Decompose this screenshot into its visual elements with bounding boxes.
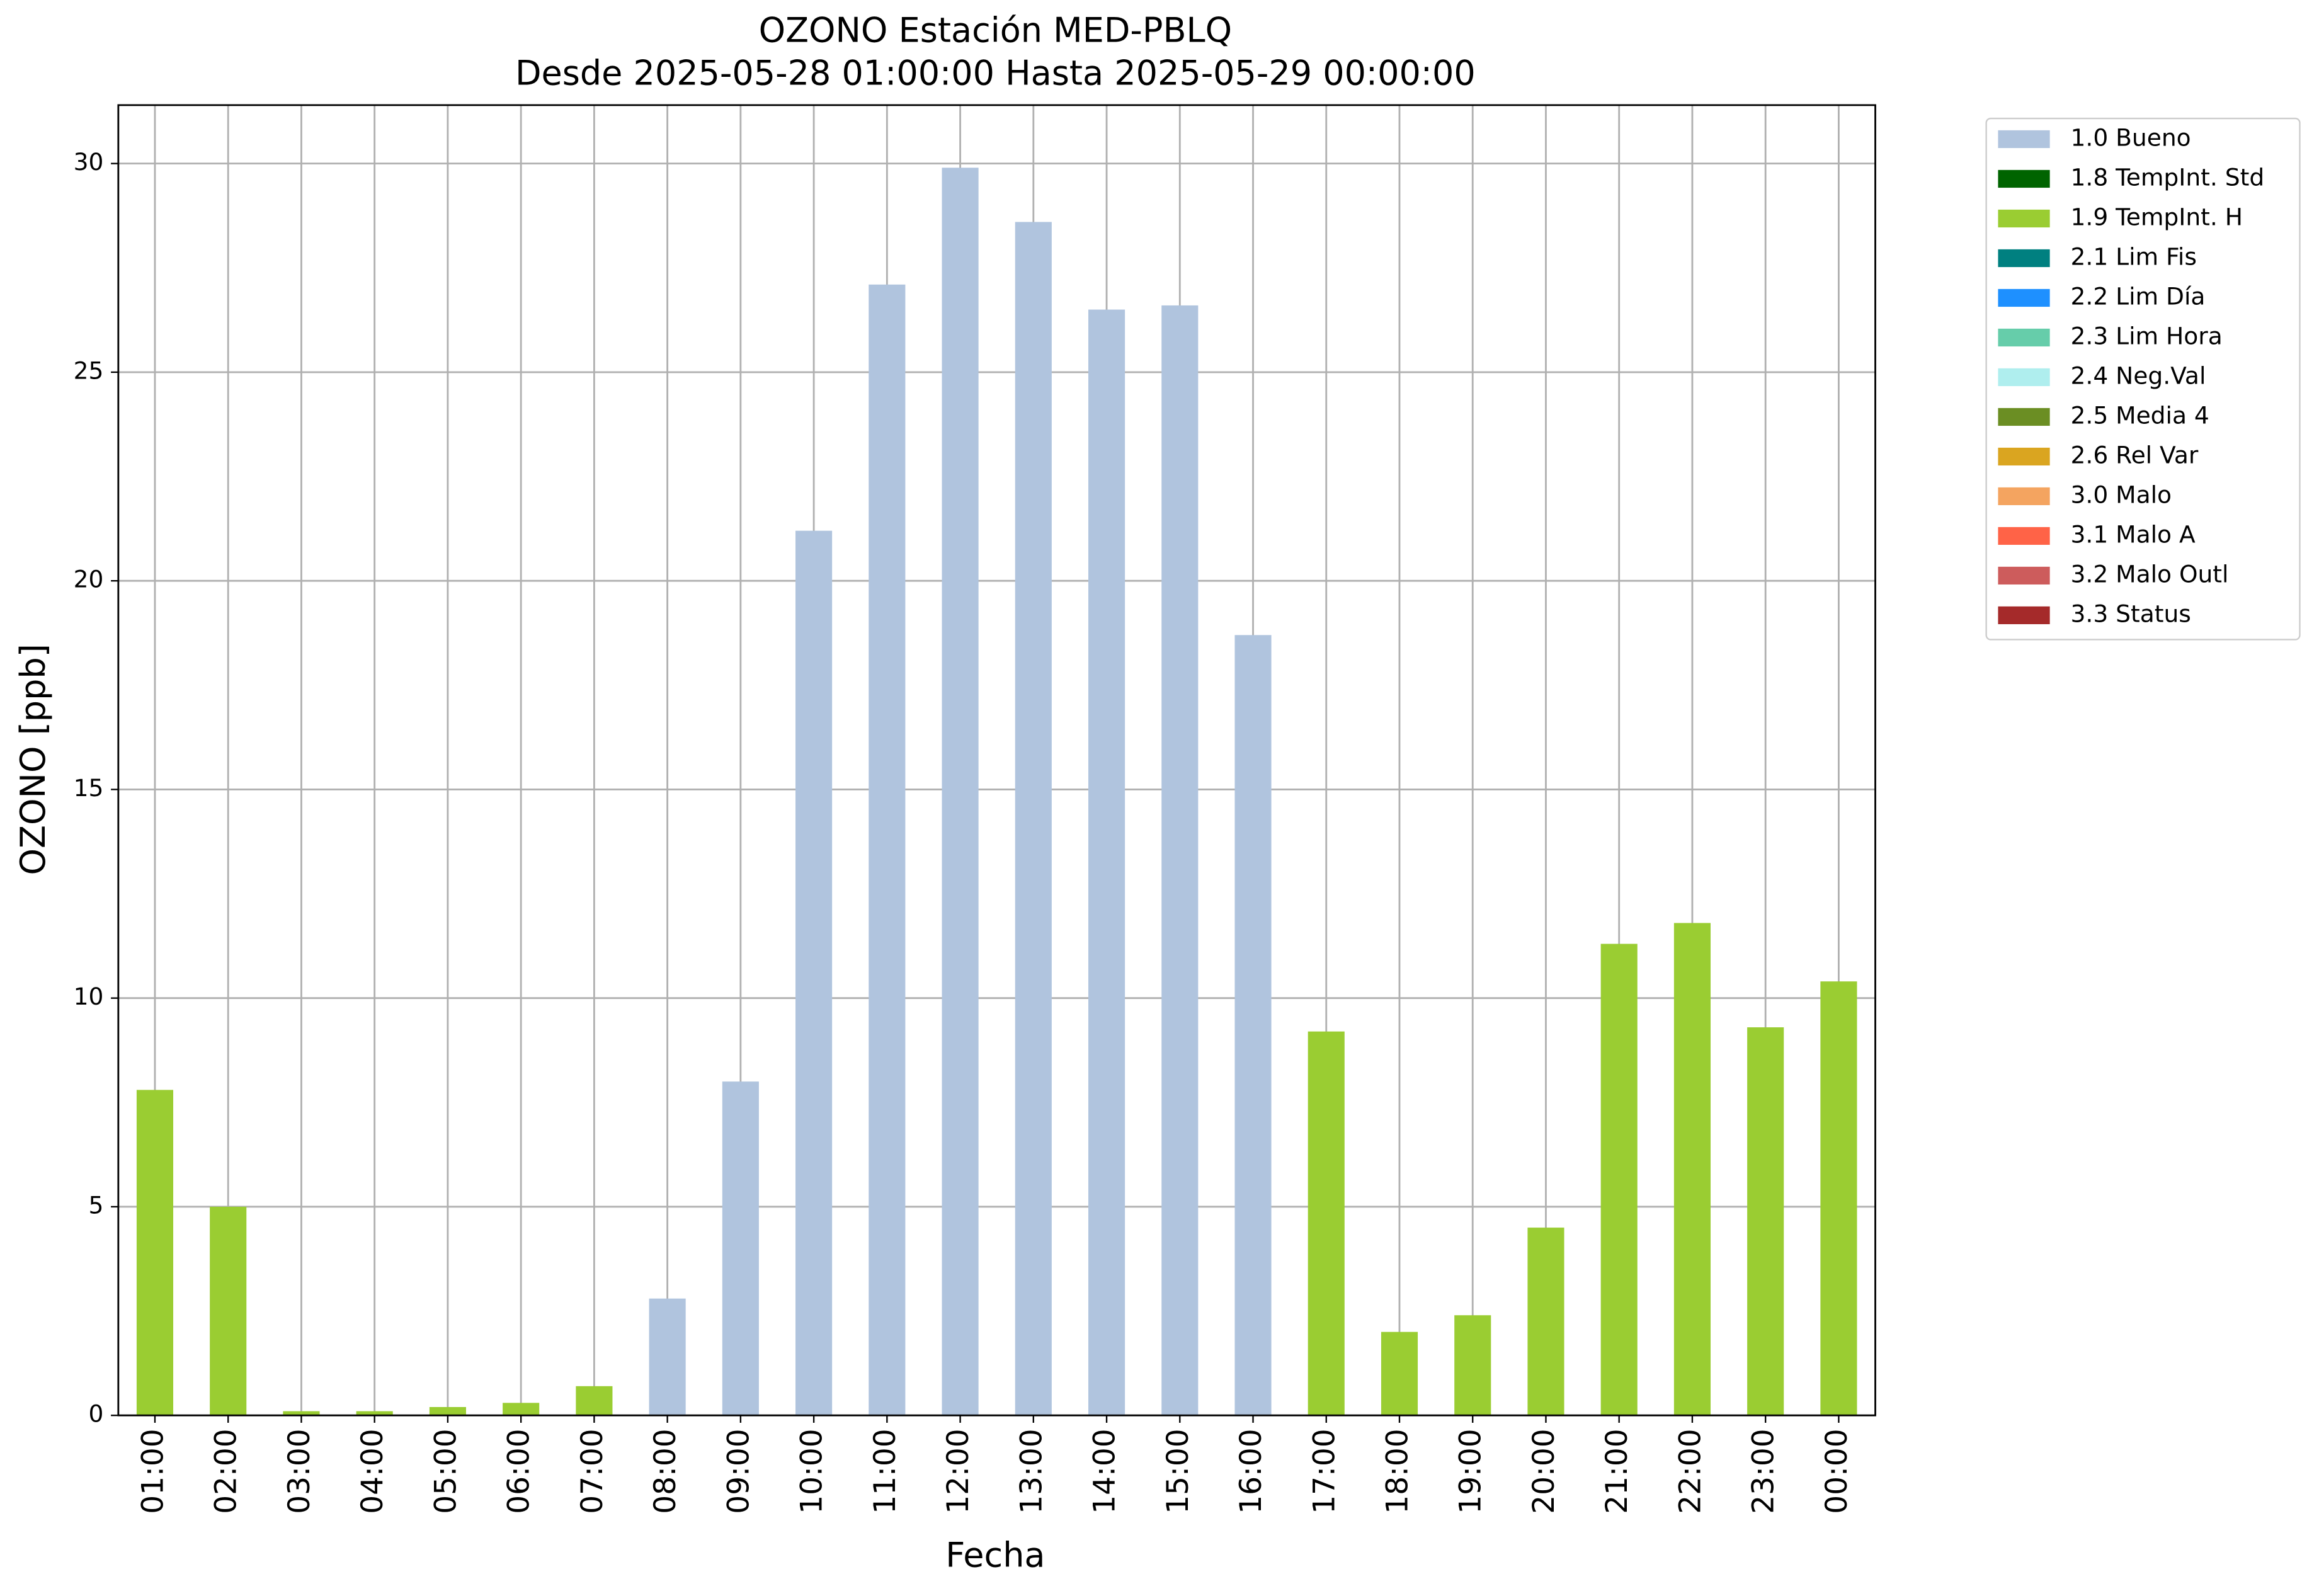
bar <box>1747 1027 1784 1416</box>
y-tick-label: 10 <box>74 983 104 1010</box>
legend-label: 3.3 Status <box>2071 600 2191 627</box>
y-tick-label: 5 <box>88 1191 103 1219</box>
bar <box>1015 222 1052 1416</box>
x-tick-label: 18:00 <box>1381 1428 1415 1513</box>
x-tick-label: 10:00 <box>795 1428 829 1513</box>
bar <box>1381 1331 1418 1416</box>
bar <box>1454 1315 1491 1416</box>
bar <box>576 1386 613 1416</box>
legend-swatch <box>1998 288 2050 307</box>
bar <box>1673 923 1711 1416</box>
x-tick-label: 19:00 <box>1454 1428 1488 1513</box>
x-tick-label: 08:00 <box>648 1428 683 1513</box>
legend-swatch <box>1998 566 2050 585</box>
y-tick-label: 15 <box>74 774 104 802</box>
bar <box>429 1406 466 1416</box>
plot-frame <box>117 104 1876 1416</box>
bar <box>210 1206 247 1416</box>
x-tick-label: 02:00 <box>209 1428 244 1513</box>
x-tick-label: 03:00 <box>282 1428 317 1513</box>
bar <box>1308 1031 1345 1416</box>
legend-swatch <box>1998 130 2050 149</box>
bar <box>1234 635 1272 1416</box>
x-tick-label: 23:00 <box>1746 1428 1781 1513</box>
chart-subtitle: Desde 2025-05-28 01:00:00 Hasta 2025-05-… <box>515 54 1476 93</box>
legend-label: 1.0 Bueno <box>2071 123 2191 151</box>
x-tick-label: 01:00 <box>135 1428 170 1513</box>
x-tick-label: 13:00 <box>1014 1428 1049 1513</box>
x-tick-label: 20:00 <box>1527 1428 1561 1513</box>
bar <box>942 168 979 1416</box>
bar <box>283 1411 320 1416</box>
legend-label: 2.6 Rel Var <box>2071 441 2199 469</box>
x-tick-label: 21:00 <box>1600 1428 1634 1513</box>
bar <box>1088 309 1125 1416</box>
bar <box>722 1081 759 1416</box>
y-tick-label: 20 <box>74 566 104 593</box>
x-tick-label: 11:00 <box>868 1428 903 1513</box>
legend-swatch <box>1998 447 2050 466</box>
legend-label: 3.2 Malo Outl <box>2071 560 2229 588</box>
x-tick-label: 16:00 <box>1234 1428 1268 1513</box>
legend-label: 1.9 TempInt. H <box>2071 203 2243 231</box>
y-tick-label: 30 <box>74 148 104 176</box>
legend-label: 2.3 Lim Hora <box>2071 322 2223 350</box>
legend-label: 3.1 Malo A <box>2071 520 2196 548</box>
legend-swatch <box>1998 408 2050 426</box>
x-tick-label: 14:00 <box>1088 1428 1122 1513</box>
legend-swatch <box>1998 368 2050 387</box>
legend-swatch <box>1998 169 2050 188</box>
bar <box>1600 943 1638 1416</box>
legend-label: 1.8 TempInt. Std <box>2071 163 2265 191</box>
bar <box>1161 305 1199 1416</box>
legend: 1.0 Bueno 1.8 TempInt. Std 1.9 TempInt. H 2… <box>1998 123 2264 627</box>
x-tick-label: 07:00 <box>575 1428 610 1513</box>
legend-swatch <box>1998 328 2050 347</box>
legend-label: 2.1 Lim Fis <box>2071 242 2197 270</box>
x-tick-label: 04:00 <box>355 1428 390 1513</box>
x-tick-label: 12:00 <box>941 1428 976 1513</box>
x-tick-label: 15:00 <box>1161 1428 1195 1513</box>
legend-swatch <box>1998 209 2050 228</box>
legend-swatch <box>1998 527 2050 545</box>
x-tick-label: 00:00 <box>1820 1428 1854 1513</box>
bar <box>1820 981 1857 1416</box>
y-tick-label: 0 <box>88 1400 103 1428</box>
y-axis-label: OZONO [ppb] <box>13 644 53 875</box>
legend-swatch <box>1998 249 2050 268</box>
chart-title: OZONO Estación MED-PBLQ <box>759 10 1233 50</box>
bar <box>869 284 906 1416</box>
x-tick-label: 17:00 <box>1307 1428 1342 1513</box>
bars <box>136 168 1857 1416</box>
bar <box>356 1411 393 1416</box>
bar <box>503 1403 540 1416</box>
bar <box>795 530 833 1416</box>
legend-label: 2.4 Neg.Val <box>2071 362 2206 389</box>
legend-label: 2.5 Media 4 <box>2071 401 2209 429</box>
legend-box <box>1985 117 2301 641</box>
x-tick-label: 22:00 <box>1673 1428 1707 1513</box>
legend-label: 3.0 Malo <box>2071 481 2172 508</box>
bar <box>136 1090 174 1416</box>
bar <box>649 1298 686 1416</box>
x-tick-label: 09:00 <box>721 1428 756 1513</box>
x-axis-label: Fecha <box>945 1536 1045 1575</box>
legend-swatch <box>1998 487 2050 506</box>
legend-swatch <box>1998 606 2050 625</box>
legend-label: 2.2 Lim Día <box>2071 282 2206 310</box>
y-tick-label: 25 <box>74 356 104 384</box>
x-tick-label: 05:00 <box>428 1428 463 1513</box>
ticks: 0 5 10 15 20 25 30 01:00 02:00 03:00 04:00 05:00 06:… <box>74 148 1854 1514</box>
bar <box>1527 1228 1564 1416</box>
x-tick-label: 06:00 <box>502 1428 537 1513</box>
